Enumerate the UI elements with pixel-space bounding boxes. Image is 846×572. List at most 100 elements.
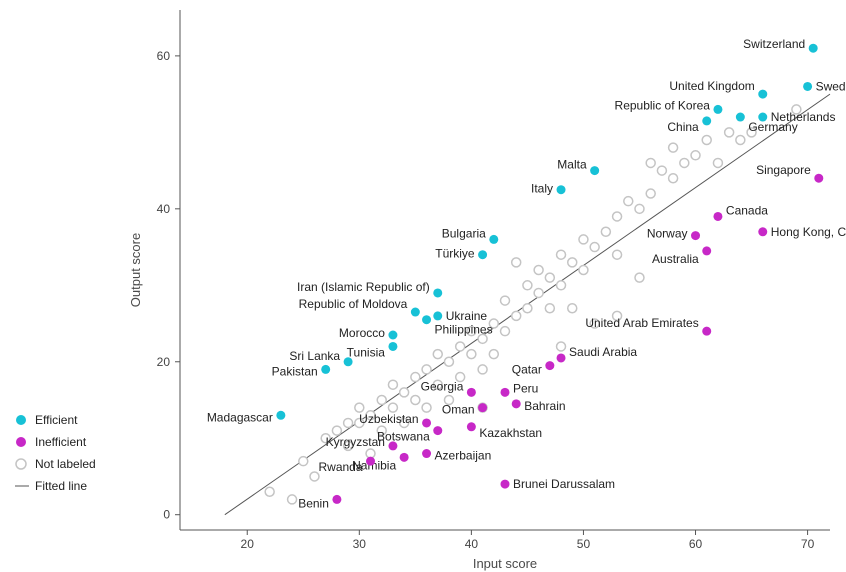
point-label: Germany [748,120,797,134]
unlabeled-point [579,235,588,244]
unlabeled-point [523,304,532,313]
labeled-point [478,403,487,412]
labeled-point [388,441,397,450]
unlabeled-point [467,350,476,359]
point-label: Hong Kong, China [771,225,846,239]
y-tick-label: 40 [157,202,171,216]
legend-ring-icon [16,459,26,469]
unlabeled-point [332,426,341,435]
unlabeled-point [344,418,353,427]
point-label: Philippines [435,323,493,337]
unlabeled-point [646,158,655,167]
point-label: Qatar [512,363,542,377]
labeled-point [422,315,431,324]
labeled-point [702,116,711,125]
point-label: Iran (Islamic Republic of) [297,280,430,294]
labeled-point [478,250,487,259]
labeled-point [758,227,767,236]
unlabeled-point [702,136,711,145]
unlabeled-point [456,342,465,351]
unlabeled-point [557,342,566,351]
unlabeled-point [534,266,543,275]
unlabeled-point [444,357,453,366]
point-label: Morocco [339,326,385,340]
point-label: Oman [442,403,475,417]
unlabeled-point [557,250,566,259]
point-label: Türkiye [435,247,475,261]
labeled-point [814,174,823,183]
point-label: Sri Lanka [289,349,340,363]
labeled-point [736,113,745,122]
unlabeled-point [680,158,689,167]
point-label: Republic of Korea [615,98,711,112]
y-tick-label: 60 [157,49,171,63]
unlabeled-point [568,258,577,267]
unlabeled-point [411,373,420,382]
unlabeled-point [646,189,655,198]
labeled-point [501,480,510,489]
labeled-point [501,388,510,397]
x-tick-label: 30 [353,537,367,551]
point-label: Norway [647,227,688,241]
labeled-point [557,185,566,194]
x-axis-label: Input score [473,556,537,571]
point-label: Canada [726,203,768,217]
labeled-point [512,399,521,408]
point-label: Kazakhstan [479,426,542,440]
legend-label: Not labeled [35,457,96,471]
unlabeled-point [523,281,532,290]
unlabeled-point [713,158,722,167]
labeled-point [411,308,420,317]
x-tick-label: 20 [241,537,255,551]
legend-dot-icon [16,415,26,425]
labeled-point [422,418,431,427]
legend-dot-icon [16,437,26,447]
labeled-point [713,212,722,221]
point-label: Switzerland [743,37,805,51]
labeled-point [321,365,330,374]
legend-label: Efficient [35,413,78,427]
labeled-point [332,495,341,504]
labeled-point [557,353,566,362]
legend-label: Inefficient [35,435,87,449]
unlabeled-point [579,266,588,275]
unlabeled-point [400,388,409,397]
point-label: Peru [513,381,538,395]
point-label: Benin [298,496,329,510]
point-label: Singapore [756,163,811,177]
labeled-point [400,453,409,462]
unlabeled-point [388,380,397,389]
labeled-point [388,331,397,340]
unlabeled-point [635,204,644,213]
labeled-point [467,422,476,431]
unlabeled-point [568,304,577,313]
x-tick-label: 70 [801,537,815,551]
point-label: Republic of Moldova [299,297,408,311]
unlabeled-point [590,243,599,252]
unlabeled-point [601,227,610,236]
unlabeled-point [613,250,622,259]
labeled-point [276,411,285,420]
unlabeled-point [388,403,397,412]
unlabeled-point [501,327,510,336]
unlabeled-point [377,396,386,405]
unlabeled-point [411,396,420,405]
unlabeled-point [545,304,554,313]
unlabeled-point [512,311,521,320]
point-label: Sweden [816,79,846,93]
point-label: Pakistan [272,364,318,378]
unlabeled-point [657,166,666,175]
labeled-point [422,449,431,458]
labeled-point [758,90,767,99]
point-label: Malta [557,158,587,172]
point-label: Bulgaria [442,226,486,240]
labeled-point [702,246,711,255]
unlabeled-point [669,174,678,183]
point-label: Ukraine [446,309,488,323]
unlabeled-point [624,197,633,206]
labeled-point [489,235,498,244]
labeled-point [467,388,476,397]
labeled-point [545,361,554,370]
x-tick-label: 50 [577,537,591,551]
x-tick-label: 40 [465,537,479,551]
